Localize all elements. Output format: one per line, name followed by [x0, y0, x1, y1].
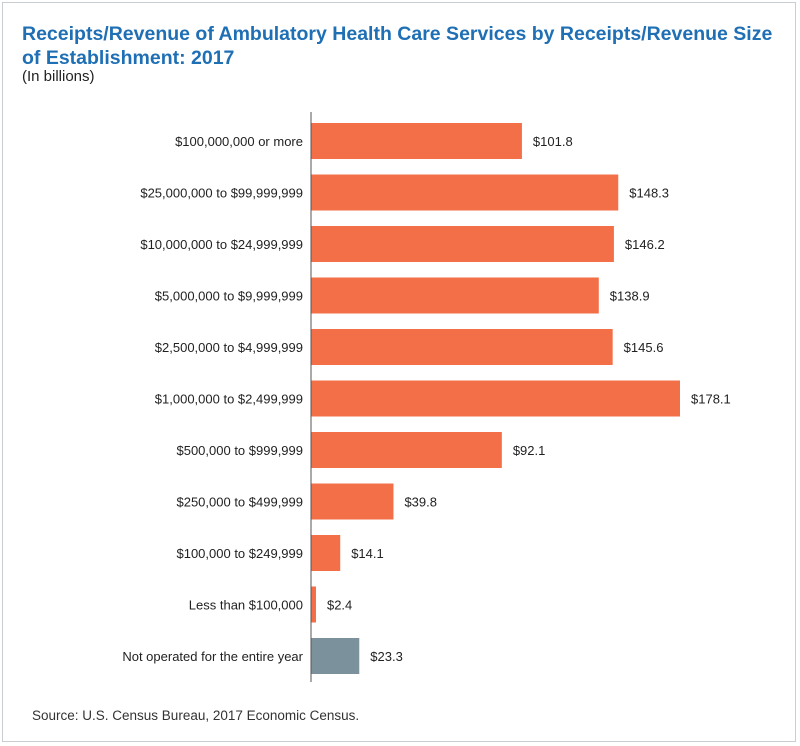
value-label-2: $146.2 — [625, 237, 665, 252]
value-label-7: $39.8 — [404, 495, 437, 510]
source-note: Source: U.S. Census Bureau, 2017 Economi… — [32, 708, 360, 723]
value-label-4: $145.6 — [624, 340, 664, 355]
category-label-4: $2,500,000 to $4,999,999 — [155, 340, 303, 355]
value-label-1: $148.3 — [629, 186, 669, 201]
bar-6 — [311, 432, 502, 468]
category-label-8: $100,000 to $249,999 — [176, 546, 303, 561]
category-label-5: $1,000,000 to $2,499,999 — [155, 392, 303, 407]
bar-0 — [311, 123, 522, 159]
bars-layer: $100,000,000 or more $101.8 $25,000,000 to… — [122, 123, 731, 674]
bar-10 — [311, 638, 360, 674]
value-label-9: $2.4 — [327, 598, 352, 613]
bar-2 — [311, 226, 614, 262]
bar-1 — [311, 174, 619, 211]
chart-title: Receipts/Revenue of Ambulatory Health Ca… — [22, 23, 773, 69]
chart-subtitle: (In billions) — [22, 68, 95, 85]
category-label-10: Not operated for the entire year — [122, 649, 303, 664]
category-label-1: $25,000,000 to $99,999,999 — [140, 186, 303, 201]
bar-4 — [311, 329, 613, 365]
value-label-8: $14.1 — [351, 546, 384, 561]
value-label-5: $178.1 — [691, 392, 731, 407]
category-label-7: $250,000 to $499,999 — [176, 495, 303, 510]
value-label-3: $138.9 — [610, 289, 650, 304]
bar-3 — [311, 277, 599, 314]
category-label-3: $5,000,000 to $9,999,999 — [155, 289, 303, 304]
value-label-0: $101.8 — [533, 134, 573, 149]
bar-8 — [311, 535, 341, 571]
bar-9 — [311, 586, 316, 623]
category-label-0: $100,000,000 or more — [175, 134, 303, 149]
category-label-9: Less than $100,000 — [189, 598, 303, 613]
value-label-10: $23.3 — [370, 649, 403, 664]
category-label-6: $500,000 to $999,999 — [176, 443, 303, 458]
bar-5 — [311, 380, 680, 417]
bar-7 — [311, 483, 394, 520]
category-label-2: $10,000,000 to $24,999,999 — [140, 237, 303, 252]
value-label-6: $92.1 — [513, 443, 546, 458]
